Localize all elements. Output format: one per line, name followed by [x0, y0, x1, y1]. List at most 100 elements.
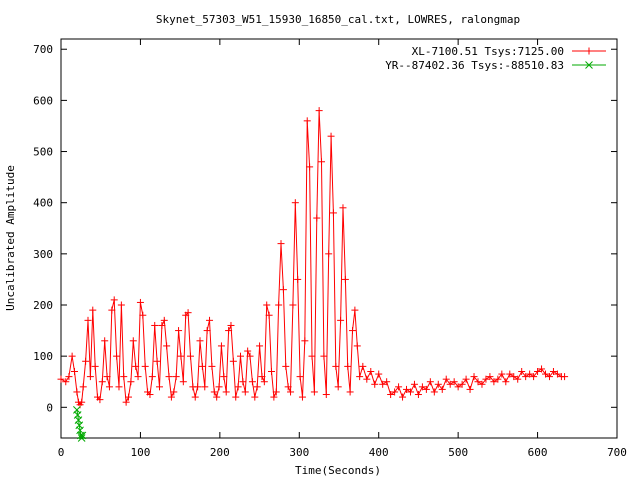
data-point: [129, 337, 137, 345]
data-point: [136, 298, 144, 306]
data-point: [298, 393, 306, 401]
data-point: [68, 352, 76, 360]
data-point: [246, 352, 254, 360]
data-point: [322, 391, 330, 399]
data-point: [73, 388, 81, 396]
data-point: [414, 391, 422, 399]
data-point: [277, 240, 285, 248]
data-point: [410, 380, 418, 388]
data-point: [466, 385, 474, 393]
data-point: [151, 321, 159, 329]
data-point: [585, 47, 593, 55]
data-point: [346, 388, 354, 396]
data-point: [86, 373, 94, 381]
data-point: [82, 357, 90, 365]
data-point: [115, 383, 123, 391]
data-point: [184, 309, 192, 317]
data-point: [57, 375, 65, 383]
data-point: [208, 362, 216, 370]
data-point: [177, 352, 185, 360]
data-point: [375, 370, 383, 378]
data-point: [222, 388, 230, 396]
data-point: [363, 375, 371, 383]
data-point: [206, 316, 214, 324]
data-point: [160, 316, 168, 324]
data-point: [155, 383, 163, 391]
y-axis-label: Uncalibrated Amplitude: [4, 165, 17, 311]
data-point: [256, 342, 264, 350]
y-tick-label: 0: [46, 401, 53, 414]
data-point: [438, 385, 446, 393]
data-point: [334, 383, 342, 391]
data-point: [325, 250, 333, 258]
data-point: [244, 347, 252, 355]
data-point: [518, 368, 526, 375]
data-point: [462, 375, 470, 383]
data-point: [78, 398, 86, 406]
data-point: [538, 365, 546, 373]
data-point: [282, 362, 290, 370]
legend-label: YR--87402.36 Tsys:-88510.83: [385, 59, 564, 72]
data-point: [108, 306, 116, 314]
data-point: [344, 362, 352, 370]
data-point: [395, 383, 403, 391]
data-point: [291, 199, 299, 207]
data-point: [294, 275, 302, 283]
data-point: [267, 368, 275, 375]
data-point: [337, 316, 345, 324]
data-point: [239, 378, 247, 386]
data-point: [225, 327, 233, 335]
data-point: [260, 378, 268, 386]
data-point: [458, 380, 466, 388]
data-point: [148, 373, 156, 381]
data-point: [498, 370, 506, 378]
x-tick-label: 700: [607, 446, 627, 459]
data-point: [383, 378, 391, 386]
plot-frame: [60, 38, 618, 439]
data-point: [253, 383, 261, 391]
data-point: [265, 311, 273, 319]
data-point: [125, 393, 133, 401]
data-point: [127, 378, 135, 386]
data-point: [490, 378, 498, 386]
data-point: [110, 296, 118, 304]
data-point: [234, 383, 242, 391]
data-point: [217, 342, 225, 350]
data-point: [175, 327, 183, 335]
data-point: [153, 357, 161, 365]
data-point: [301, 337, 309, 345]
data-point: [65, 373, 73, 381]
data-point: [359, 362, 367, 370]
data-point: [454, 383, 462, 391]
data-point: [522, 373, 530, 381]
data-point: [426, 378, 434, 386]
legend-label: XL-7100.51 Tsys:7125.00: [412, 45, 564, 58]
data-point: [486, 373, 494, 381]
y-tick-label: 600: [33, 94, 53, 107]
x-tick-label: 100: [130, 446, 150, 459]
data-point: [96, 396, 104, 404]
data-point: [585, 61, 593, 69]
data-point: [91, 362, 99, 370]
data-point: [308, 352, 316, 360]
x-axis-label: Time(Seconds): [295, 464, 381, 477]
data-point: [78, 431, 87, 440]
data-point: [241, 388, 249, 396]
data-point: [514, 375, 522, 383]
data-point: [329, 209, 337, 217]
data-point: [117, 301, 125, 309]
data-point: [165, 373, 173, 381]
data-point: [442, 375, 450, 383]
data-point: [158, 321, 166, 329]
data-point: [213, 393, 221, 401]
data-point: [351, 306, 359, 314]
y-tick-label: 700: [33, 43, 53, 56]
data-point: [349, 327, 357, 335]
data-point: [534, 368, 542, 375]
data-point: [310, 388, 318, 396]
x-tick-label: 600: [528, 446, 548, 459]
data-point: [434, 380, 442, 388]
data-point: [270, 393, 278, 401]
